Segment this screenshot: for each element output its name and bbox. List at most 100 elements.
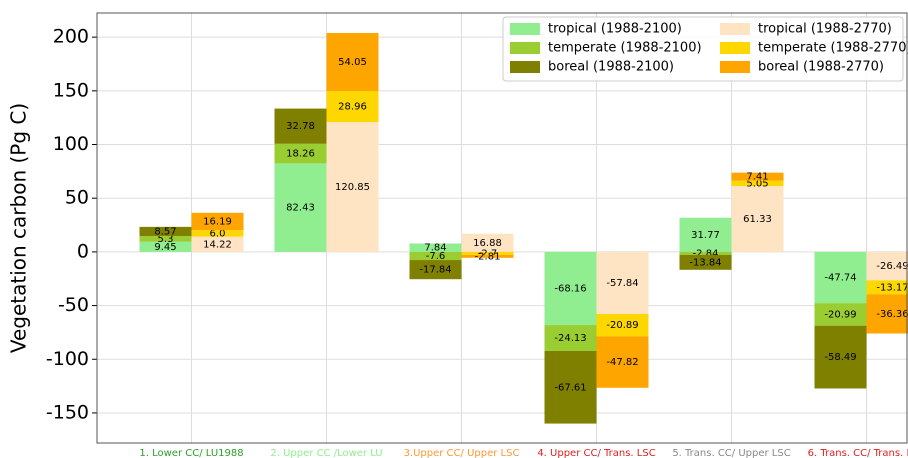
bar-segment — [326, 33, 379, 92]
value-label: -47.74 — [824, 273, 856, 284]
value-label: 5.05 — [746, 178, 768, 189]
plot-frame — [96, 12, 908, 444]
value-label: 7.41 — [746, 172, 768, 183]
bar-segment — [731, 186, 784, 252]
bar-segment — [814, 251, 867, 304]
y-tick-label: 0 — [77, 240, 89, 262]
bar-segment — [139, 226, 192, 237]
bar-segment — [544, 350, 597, 424]
x-tick-label: 4. Upper CC/ Trans. LSC — [537, 448, 655, 458]
value-label: 14.22 — [203, 239, 232, 250]
legend-label: boreal (1988-2770) — [758, 60, 884, 75]
value-label: 9.45 — [154, 242, 176, 253]
value-label: 8.57 — [154, 226, 176, 237]
value-label: 32.78 — [286, 121, 315, 132]
value-label: -2.84 — [693, 248, 719, 259]
x-tick-label: 1. Lower CC/ LU1988 — [139, 448, 243, 458]
bar-segment — [461, 233, 514, 252]
value-label: -68.16 — [554, 283, 586, 294]
value-label: 16.19 — [203, 216, 232, 227]
bar-segment — [191, 236, 244, 252]
bar-segment — [461, 254, 514, 258]
bar-segment — [139, 241, 192, 252]
value-label: 16.88 — [473, 238, 502, 249]
value-label: -13.84 — [689, 257, 721, 268]
bar-segment — [326, 91, 379, 123]
x-tick-label: 2. Upper CC /Lower LU — [270, 448, 382, 458]
legend-label: temperate (1988-2770) — [758, 41, 908, 56]
value-label: -67.61 — [554, 382, 586, 393]
legend-swatch — [720, 42, 750, 54]
x-tick-label: 3.Upper CC/ Upper LSC — [404, 448, 520, 458]
bar-segment — [814, 325, 867, 389]
value-label: -7.6 — [426, 251, 446, 262]
legend-frame — [502, 16, 904, 82]
value-label: -58.49 — [824, 352, 856, 363]
legend-swatch — [510, 61, 540, 73]
bar-segment — [461, 251, 514, 255]
y-tick-label: 100 — [53, 133, 89, 155]
value-label: 31.77 — [691, 230, 720, 241]
y-tick-label: -50 — [58, 294, 89, 316]
bar-segment — [274, 108, 327, 144]
bar-segment — [814, 303, 867, 326]
value-label: -2.7 — [478, 248, 498, 259]
value-label: 5.3 — [158, 234, 174, 245]
value-label: -2.81 — [475, 251, 501, 262]
bar-segment — [409, 260, 462, 280]
x-tick-label: 5. Trans. CC/ Upper LSC — [672, 448, 790, 458]
bar-segment — [274, 143, 327, 164]
legend: tropical (1988-2100) temperate (1988-2100… — [502, 16, 908, 82]
value-label: 28.96 — [338, 102, 367, 113]
bar-segment — [679, 251, 732, 255]
value-label: -24.13 — [554, 333, 586, 344]
value-label: -13.17 — [876, 282, 908, 293]
value-label: -17.84 — [419, 265, 451, 276]
legend-swatch — [510, 42, 540, 54]
value-label: 54.05 — [338, 57, 367, 68]
legend-label: tropical (1988-2770) — [758, 22, 892, 37]
bar-segment — [191, 230, 244, 237]
y-tick-label: 200 — [53, 26, 89, 48]
y-tick-label: -100 — [46, 348, 89, 370]
bar-segment — [191, 212, 244, 231]
value-label: 82.43 — [286, 203, 315, 214]
value-label: 7.84 — [424, 243, 446, 254]
y-tick-label: 150 — [53, 79, 89, 101]
value-label: 18.26 — [286, 149, 315, 160]
legend-swatch — [720, 23, 750, 35]
bar-segment — [596, 313, 649, 337]
bar-segment — [326, 122, 379, 252]
value-label: 6.0 — [210, 228, 226, 239]
bar-segment — [139, 236, 192, 242]
bar-segment — [596, 336, 649, 388]
bar-segment — [274, 163, 327, 252]
value-label: -26.49 — [876, 261, 908, 272]
y-tick-label: -150 — [46, 401, 89, 423]
bar-segment — [866, 280, 908, 295]
y-tick-label: 50 — [65, 187, 89, 209]
value-label: 61.33 — [743, 214, 772, 225]
value-label: -57.84 — [606, 278, 638, 289]
bar-segment — [409, 251, 462, 261]
value-label: 120.85 — [335, 182, 370, 193]
y-axis-label: Vegetation carbon (Pg C) — [7, 103, 31, 353]
legend-label: temperate (1988-2100) — [548, 41, 702, 56]
legend-swatch — [720, 61, 750, 73]
bar-segment — [866, 251, 908, 281]
bar-segment — [866, 294, 908, 334]
legend-swatch — [510, 23, 540, 35]
bar-segment — [731, 172, 784, 181]
bar-segment — [544, 251, 597, 326]
bar-segment — [409, 243, 462, 252]
bar-segment — [544, 325, 597, 351]
legend-label: tropical (1988-2100) — [548, 22, 682, 37]
value-label: -20.89 — [606, 320, 638, 331]
x-tick-label: 6. Trans. CC/ Trans. LSC — [808, 448, 908, 458]
legend-label: boreal (1988-2100) — [548, 60, 674, 75]
value-label: -36.36 — [876, 309, 908, 320]
bar-segment — [731, 180, 784, 187]
bar-segment — [679, 217, 732, 252]
bar-segment — [596, 251, 649, 314]
